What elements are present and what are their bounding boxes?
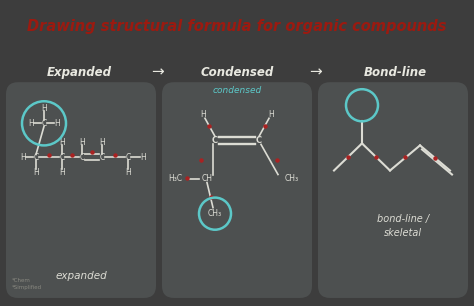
Text: Expanded: Expanded [46,66,111,79]
Text: condensed: condensed [212,86,262,95]
Text: H: H [59,168,65,177]
Text: C: C [212,136,218,145]
Text: H: H [140,153,146,162]
Text: H: H [125,168,131,177]
Text: →: → [152,65,164,80]
Text: C: C [59,153,64,162]
Text: H: H [28,119,34,128]
Text: Drawing structural formula for organic compounds: Drawing structural formula for organic c… [27,19,447,34]
Text: C: C [33,153,38,162]
Text: bond-line /
skeletal: bond-line / skeletal [377,214,429,238]
Text: C: C [100,153,105,162]
FancyBboxPatch shape [6,82,156,298]
Text: CH₃: CH₃ [285,174,299,183]
Text: H: H [268,110,274,119]
Text: *Chem
*Simplified: *Chem *Simplified [12,278,42,289]
Text: CH₃: CH₃ [208,209,222,218]
Text: C: C [256,136,262,145]
Text: H: H [59,138,65,147]
Text: C: C [41,119,46,128]
Text: Bond-line: Bond-line [364,66,427,79]
Text: H₃C: H₃C [168,174,182,183]
Text: CH: CH [201,174,212,183]
Text: C: C [79,153,85,162]
Text: H: H [41,104,47,113]
Text: H: H [99,138,105,147]
FancyBboxPatch shape [162,82,312,298]
Text: H: H [54,119,60,128]
FancyBboxPatch shape [318,82,468,298]
Text: →: → [310,65,322,80]
Text: C: C [126,153,131,162]
Text: Condensed: Condensed [201,66,273,79]
Text: H: H [200,110,206,119]
Text: H: H [20,153,26,162]
Text: expanded: expanded [55,271,107,281]
Text: H: H [33,168,39,177]
Text: H: H [79,138,85,147]
